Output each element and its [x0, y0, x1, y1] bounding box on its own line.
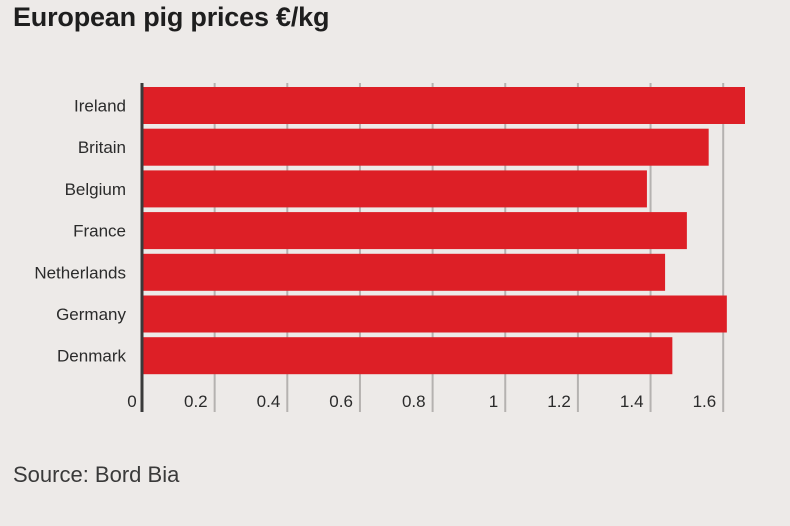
chart-title: European pig prices €/kg — [13, 2, 330, 32]
x-tick-label: 0.4 — [257, 392, 281, 411]
x-tick-label: 0.8 — [402, 392, 426, 411]
source-note: Source: Bord Bia — [13, 462, 180, 487]
bar — [142, 87, 745, 124]
category-labels: Ireland Britain Belgium France Netherlands Ge… — [34, 97, 126, 366]
bars — [142, 87, 745, 375]
x-tick-label: 0 — [127, 392, 136, 411]
category-label: Belgium — [65, 180, 126, 199]
bar — [142, 337, 673, 375]
bar — [142, 253, 666, 291]
category-label: Ireland — [74, 97, 126, 116]
x-tick-label: 1.2 — [547, 392, 571, 411]
category-label: Britain — [78, 138, 126, 157]
bar — [142, 212, 687, 250]
category-label: France — [73, 222, 126, 241]
x-tick-label: 0.2 — [184, 392, 208, 411]
x-tick-label: 1.4 — [620, 392, 644, 411]
category-label: Germany — [56, 305, 126, 324]
x-tick-label: 1.6 — [693, 392, 717, 411]
category-label: Netherlands — [34, 263, 126, 282]
bar — [142, 295, 727, 333]
x-tick-label: 1 — [489, 392, 498, 411]
tick-labels: 0 0.2 0.4 0.6 0.8 1 1.2 1.4 1.6 — [127, 392, 716, 411]
category-label: Denmark — [57, 347, 126, 366]
x-tick-label: 0.6 — [329, 392, 353, 411]
bar — [142, 170, 647, 208]
bar — [142, 128, 709, 166]
